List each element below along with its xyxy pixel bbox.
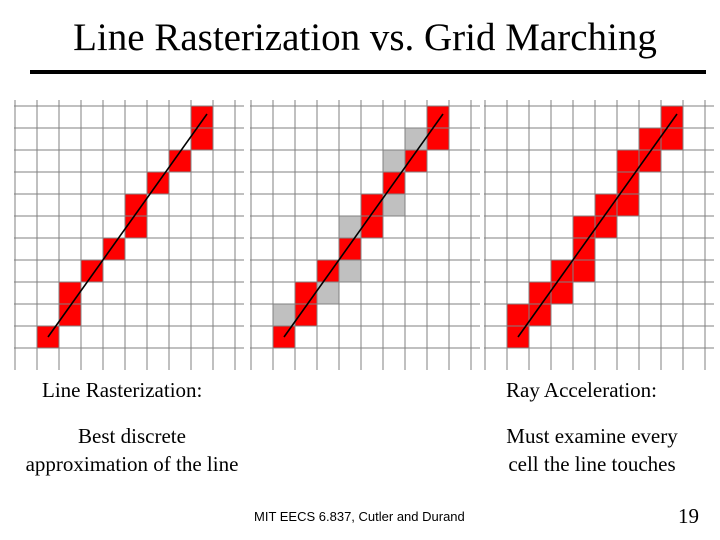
left-caption: Line Rasterization: [42,378,203,402]
rasterization-grid-panel [14,100,244,370]
thick-rasterization-panel [484,100,714,370]
left-description-line1: Best discrete [78,424,186,448]
grid-marching-diagram [250,100,480,370]
right-description: Must examine every cell the line touches [482,422,702,478]
right-description-line1: Must examine every [506,424,678,448]
right-description-line2: cell the line touches [508,452,676,476]
left-description: Best discrete approximation of the line [2,422,262,478]
left-description-line2: approximation of the line [25,452,239,476]
right-caption: Ray Acceleration: [506,378,658,402]
slide-title: Line Rasterization vs. Grid Marching [73,16,657,59]
grid-marching-panel [250,100,480,370]
rasterization-grid-diagram [14,100,244,370]
thick-rasterization-diagram [484,100,714,370]
footer-credit: MIT EECS 6.837, Cutler and Durand [254,509,465,524]
title-underline [30,70,706,74]
page-number: 19 [678,504,699,528]
